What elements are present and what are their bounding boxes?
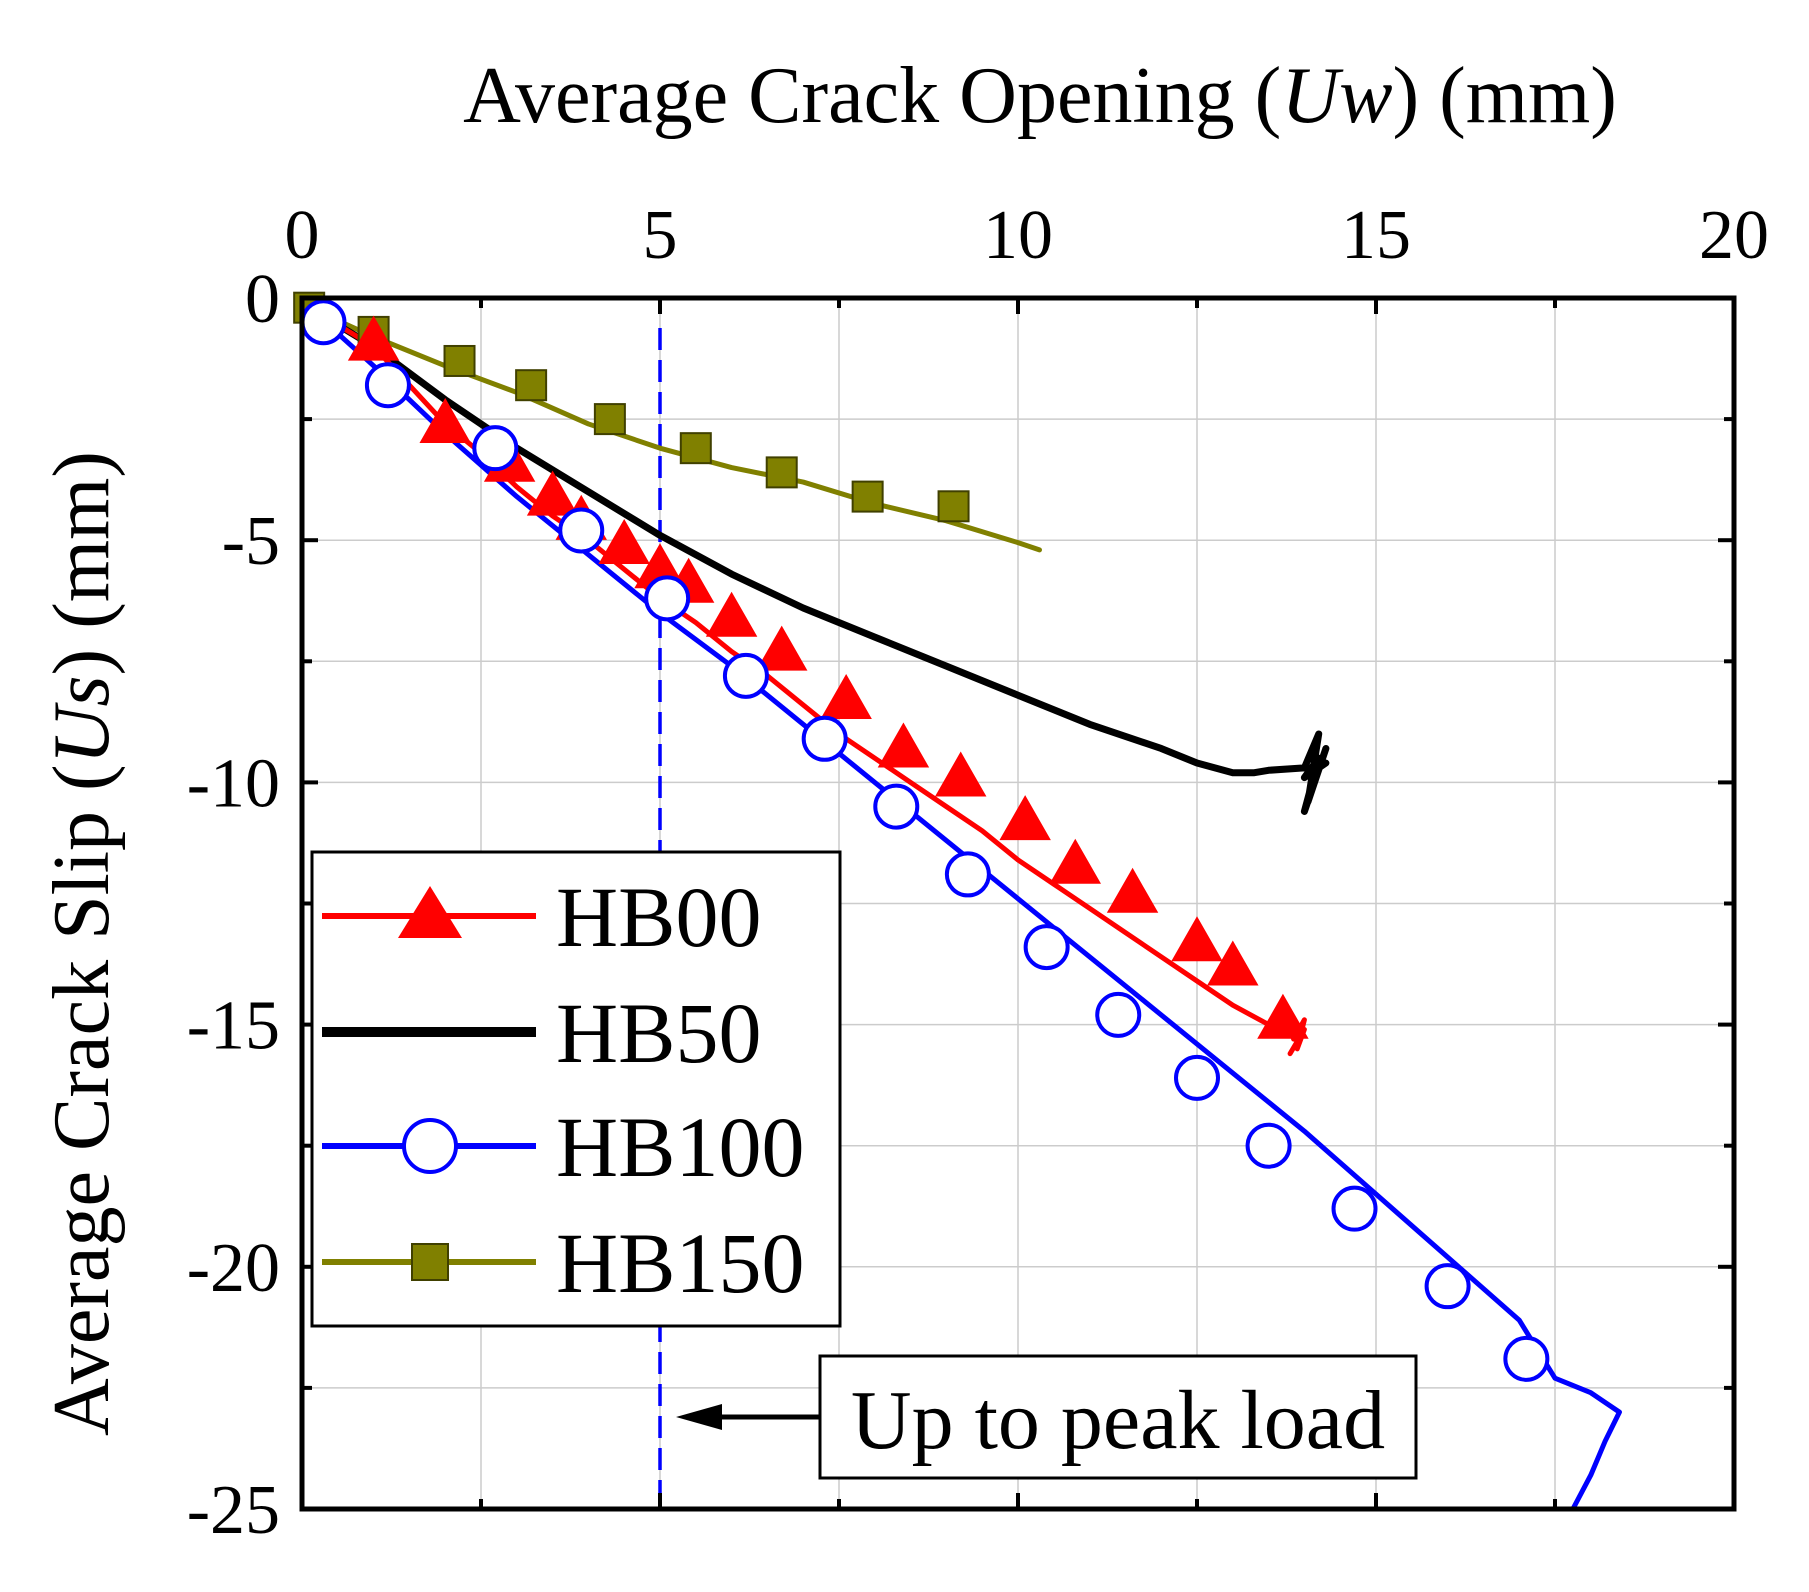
x-tick-label: 0	[285, 197, 320, 274]
data-point-hb00	[820, 674, 872, 720]
data-point-hb00	[1257, 993, 1309, 1039]
x-tick-label: 15	[1341, 197, 1411, 274]
data-point-hb150	[851, 480, 884, 513]
series-line-hb50	[305, 304, 1330, 815]
annotation-arrow-head	[676, 1403, 722, 1430]
legend-box	[310, 850, 842, 1328]
annotation-box	[818, 1354, 1418, 1480]
legend: HB00 HB50 HB100 HB150	[310, 850, 842, 1328]
y-tick-label: -25	[187, 1472, 280, 1549]
data-point-hb100	[472, 425, 519, 472]
data-point-hb00	[934, 751, 987, 797]
data-point-hb100	[1245, 1122, 1292, 1169]
data-point-hb150	[443, 344, 476, 377]
legend-label-hb00: HB00	[556, 869, 761, 965]
y-tick-label: -20	[187, 1230, 280, 1307]
x-tick-label: 10	[983, 197, 1053, 274]
data-point-hb100	[801, 715, 848, 762]
data-point-hb00	[999, 795, 1051, 841]
data-point-hb100	[1331, 1185, 1378, 1232]
data-point-hb100	[1503, 1335, 1550, 1382]
legend-label-hb100: HB100	[556, 1099, 804, 1195]
y-tick-label: -15	[187, 988, 280, 1065]
data-point-hb100	[300, 299, 347, 346]
data-point-hb00	[705, 591, 758, 637]
data-point-hb100	[644, 575, 691, 622]
y-tick-labels: 0 -5 -10 -15 -20 -25	[187, 261, 280, 1549]
x-tick-label: 5	[643, 197, 678, 274]
y-tick-label: -10	[187, 745, 280, 822]
x-tick-labels: 0 5 10 15 20	[285, 197, 1770, 274]
data-point-hb00	[598, 519, 650, 565]
legend-marker-hb00	[398, 886, 462, 938]
data-point-hb100	[558, 507, 605, 554]
data-point-hb00	[347, 315, 400, 361]
data-point-hb00	[1106, 867, 1159, 913]
y-tick-label: -5	[222, 503, 280, 580]
data-point-hb00	[1049, 838, 1102, 884]
data-point-hb100	[722, 652, 769, 699]
data-point-hb00	[1171, 916, 1223, 962]
data-point-hb100	[1174, 1054, 1220, 1101]
data-point-hb00	[419, 397, 471, 443]
data-point-hb100	[1424, 1263, 1471, 1310]
data-point-hb00	[526, 470, 579, 516]
y-tick-label: 0	[245, 261, 280, 338]
data-point-hb150	[937, 490, 970, 523]
data-point-hb150	[765, 456, 798, 489]
data-point-hb100	[1095, 991, 1142, 1038]
data-point-hb00	[755, 625, 808, 671]
data-point-hb100	[1023, 924, 1070, 971]
data-point-hb100	[364, 362, 411, 409]
data-point-hb150	[593, 403, 626, 436]
data-point-hb00	[877, 722, 930, 768]
legend-label-hb50: HB50	[556, 985, 761, 1081]
data-point-hb100	[873, 783, 920, 830]
data-point-hb150	[679, 432, 712, 465]
data-point-hb150	[515, 369, 548, 402]
annotation-text: Up to peak load	[851, 1374, 1385, 1467]
data-point-hb00	[1207, 940, 1259, 986]
legend-marker-hb100	[402, 1118, 458, 1174]
legend-marker-hb150	[411, 1243, 449, 1281]
x-axis-title: Average Crack Opening (Uw) (mm)	[463, 52, 1617, 140]
annotation: Up to peak load	[676, 1354, 1418, 1480]
x-tick-label: 20	[1699, 197, 1769, 274]
y-axis-title: Average Crack Slip (Us) (mm)	[38, 451, 126, 1436]
data-point-hb100	[944, 851, 991, 898]
legend-label-hb150: HB150	[556, 1215, 804, 1311]
series-line-hb150	[306, 305, 1042, 553]
